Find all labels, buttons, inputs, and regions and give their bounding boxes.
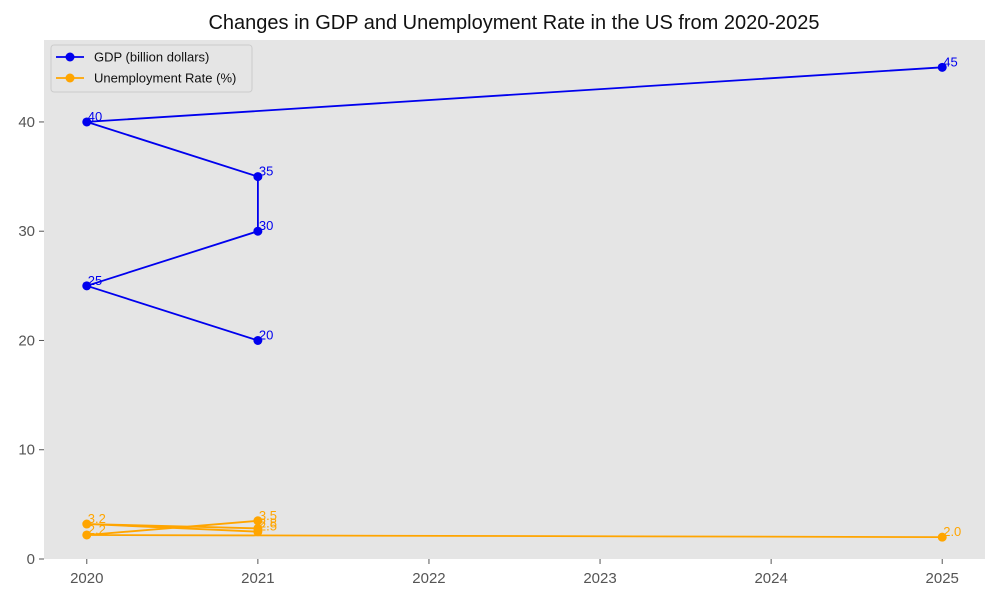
data-point (253, 226, 263, 236)
data-point (937, 62, 947, 72)
x-tick-label: 2021 (241, 570, 274, 587)
legend-label: Unemployment Rate (%) (94, 71, 236, 86)
data-point (253, 172, 263, 182)
legend-label: GDP (billion dollars) (94, 50, 209, 65)
data-point (253, 335, 263, 345)
x-tick-label: 2025 (926, 570, 959, 587)
y-axis: 0 10 20 30 40 (18, 114, 44, 568)
legend-box (50, 44, 253, 93)
x-tick-label: 2020 (70, 570, 103, 587)
data-label: 30 (259, 218, 273, 233)
data-label: 2.8 (259, 515, 277, 530)
x-tick-label: 2024 (754, 570, 787, 587)
legend-item: GDP (billion dollars) (56, 50, 209, 65)
data-point (253, 523, 263, 533)
series-layer: 20 25 30 35 40 45 2.5 3.2 2.83.5 2.2 2.0 (82, 54, 961, 542)
legend-item: Unemployment Rate (%) (56, 71, 236, 86)
y-tick-label: 0 (27, 551, 35, 568)
series-gdp: 20 25 30 35 40 45 (82, 54, 958, 345)
data-point (253, 516, 263, 526)
series-line (85, 66, 943, 342)
x-axis: 2020 2021 2022 2023 2024 2025 (70, 559, 959, 587)
data-label: 3.5 (259, 508, 277, 523)
y-tick-label: 10 (18, 442, 35, 459)
legend-marker (65, 73, 75, 83)
data-label: 35 (259, 164, 273, 179)
data-point (82, 519, 92, 529)
y-tick-label: 40 (18, 114, 35, 131)
data-label: 40 (88, 109, 102, 124)
data-label: 2.2 (88, 522, 106, 537)
data-label: 2.5 (259, 519, 277, 534)
chart-title: Changes in GDP and Unemployment Rate in … (208, 12, 819, 34)
data-label: 2.0 (943, 524, 961, 539)
legend: GDP (billion dollars) Unemployment Rate (… (50, 44, 253, 93)
data-label: 25 (88, 273, 102, 288)
y-tick-label: 20 (18, 332, 35, 349)
plot-area (44, 40, 985, 559)
y-tick-label: 30 (18, 223, 35, 240)
x-tick-label: 2022 (412, 570, 445, 587)
data-point (937, 532, 947, 542)
data-label: 45 (943, 54, 957, 69)
data-point (82, 281, 92, 291)
data-point (82, 117, 92, 127)
series-unemployment: 2.5 3.2 2.83.5 2.2 2.0 (82, 508, 961, 542)
data-point (82, 530, 92, 540)
data-label: 20 (259, 327, 273, 342)
data-label: 3.2 (88, 511, 106, 526)
x-tick-label: 2023 (583, 570, 616, 587)
legend-marker (65, 52, 75, 62)
